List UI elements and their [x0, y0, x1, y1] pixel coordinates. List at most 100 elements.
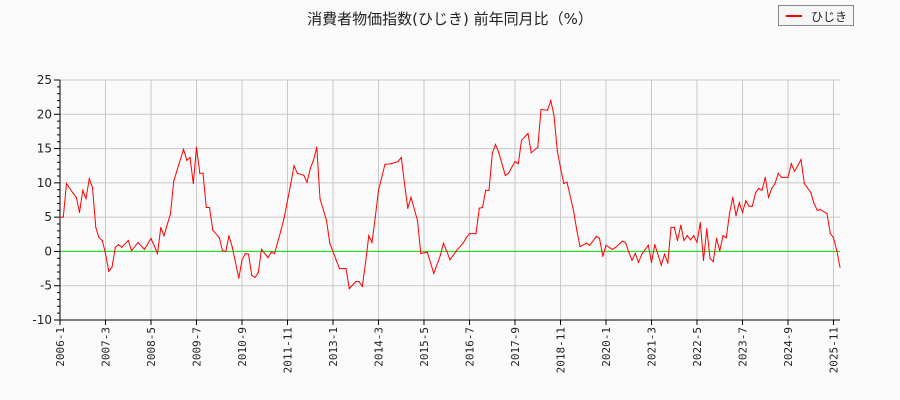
- data-point: [319, 198, 321, 200]
- x-tick-label: 2016-7: [464, 327, 477, 367]
- y-tick-label: 25: [37, 73, 52, 87]
- data-point: [832, 237, 835, 239]
- data-point: [325, 219, 328, 222]
- data-point: [455, 250, 458, 252]
- data-point: [462, 242, 464, 244]
- data-point: [693, 235, 695, 237]
- data-point: [816, 209, 818, 211]
- data-point: [540, 108, 542, 111]
- data-point: [98, 237, 100, 239]
- data-point: [62, 216, 64, 218]
- x-tick-label: 2007-3: [100, 327, 113, 367]
- data-point: [397, 161, 399, 163]
- data-point: [156, 252, 159, 255]
- data-point: [390, 163, 393, 165]
- legend: ひじき: [778, 5, 854, 26]
- data-point: [712, 261, 714, 263]
- data-point: [267, 257, 269, 259]
- x-tick-label: 2008-5: [145, 327, 158, 367]
- data-point: [507, 172, 510, 174]
- data-point: [553, 115, 555, 117]
- data-point: [137, 241, 139, 244]
- data-point: [88, 178, 90, 180]
- data-point: [426, 251, 428, 253]
- data-point: [358, 281, 360, 283]
- data-point: [150, 237, 152, 239]
- data-point: [173, 180, 175, 182]
- data-point: [108, 270, 110, 272]
- data-point: [722, 235, 724, 237]
- data-point: [244, 252, 246, 255]
- data-point: [199, 172, 201, 174]
- data-point: [475, 233, 477, 235]
- data-point: [104, 252, 107, 255]
- data-point: [754, 192, 757, 194]
- data-point: [355, 281, 357, 283]
- data-point: [345, 267, 347, 270]
- data-point: [751, 205, 753, 207]
- legend-swatch: [786, 15, 802, 17]
- data-point: [228, 235, 230, 237]
- data-point: [572, 209, 575, 211]
- data-point: [195, 146, 198, 148]
- data-point: [728, 213, 731, 215]
- data-point: [800, 158, 802, 161]
- data-point: [485, 189, 487, 191]
- data-point: [556, 150, 558, 152]
- data-point: [546, 109, 549, 111]
- data-point: [478, 207, 480, 209]
- data-point: [647, 244, 649, 246]
- data-point: [488, 189, 490, 191]
- data-point: [761, 189, 763, 191]
- data-point: [787, 176, 789, 178]
- data-point: [101, 239, 103, 242]
- data-point: [78, 211, 81, 213]
- data-point: [316, 146, 318, 148]
- data-point: [631, 259, 633, 261]
- data-point: [654, 243, 656, 246]
- data-point: [839, 266, 841, 268]
- data-point: [797, 165, 799, 167]
- data-point: [212, 229, 214, 231]
- data-point: [403, 182, 406, 185]
- data-point: [257, 272, 259, 274]
- data-point: [364, 262, 367, 264]
- data-point: [537, 146, 539, 148]
- data-point: [238, 277, 240, 279]
- data-point: [602, 255, 604, 257]
- data-point: [514, 161, 516, 163]
- data-point: [579, 246, 581, 248]
- y-tick-label: 10: [37, 176, 52, 190]
- data-point: [371, 241, 373, 244]
- data-point: [650, 261, 653, 263]
- data-point: [611, 248, 614, 250]
- data-point: [550, 99, 552, 102]
- data-point: [813, 202, 815, 205]
- data-point: [449, 259, 451, 261]
- data-point: [127, 239, 129, 242]
- data-point: [719, 250, 721, 252]
- data-point: [241, 259, 243, 261]
- data-point: [293, 165, 295, 167]
- data-point: [182, 148, 185, 150]
- x-tick-label: 2024-9: [782, 327, 795, 367]
- data-point: [595, 235, 597, 237]
- data-point: [335, 259, 337, 261]
- data-point: [303, 174, 305, 176]
- data-point: [709, 257, 711, 259]
- x-tick-label: 2009-7: [191, 327, 204, 367]
- data-point: [208, 206, 211, 209]
- x-tick-label: 2021-3: [646, 327, 659, 367]
- data-point: [566, 181, 568, 183]
- data-point: [735, 215, 737, 217]
- data-point: [111, 266, 113, 268]
- x-tick-label: 2025-11: [828, 327, 841, 373]
- data-point: [660, 264, 662, 266]
- data-point: [439, 254, 441, 257]
- data-point: [637, 261, 640, 263]
- data-point: [348, 287, 350, 290]
- data-point: [280, 229, 282, 231]
- data-point: [296, 172, 298, 174]
- data-point: [420, 252, 422, 255]
- x-tick-label: 2020-1: [600, 327, 613, 367]
